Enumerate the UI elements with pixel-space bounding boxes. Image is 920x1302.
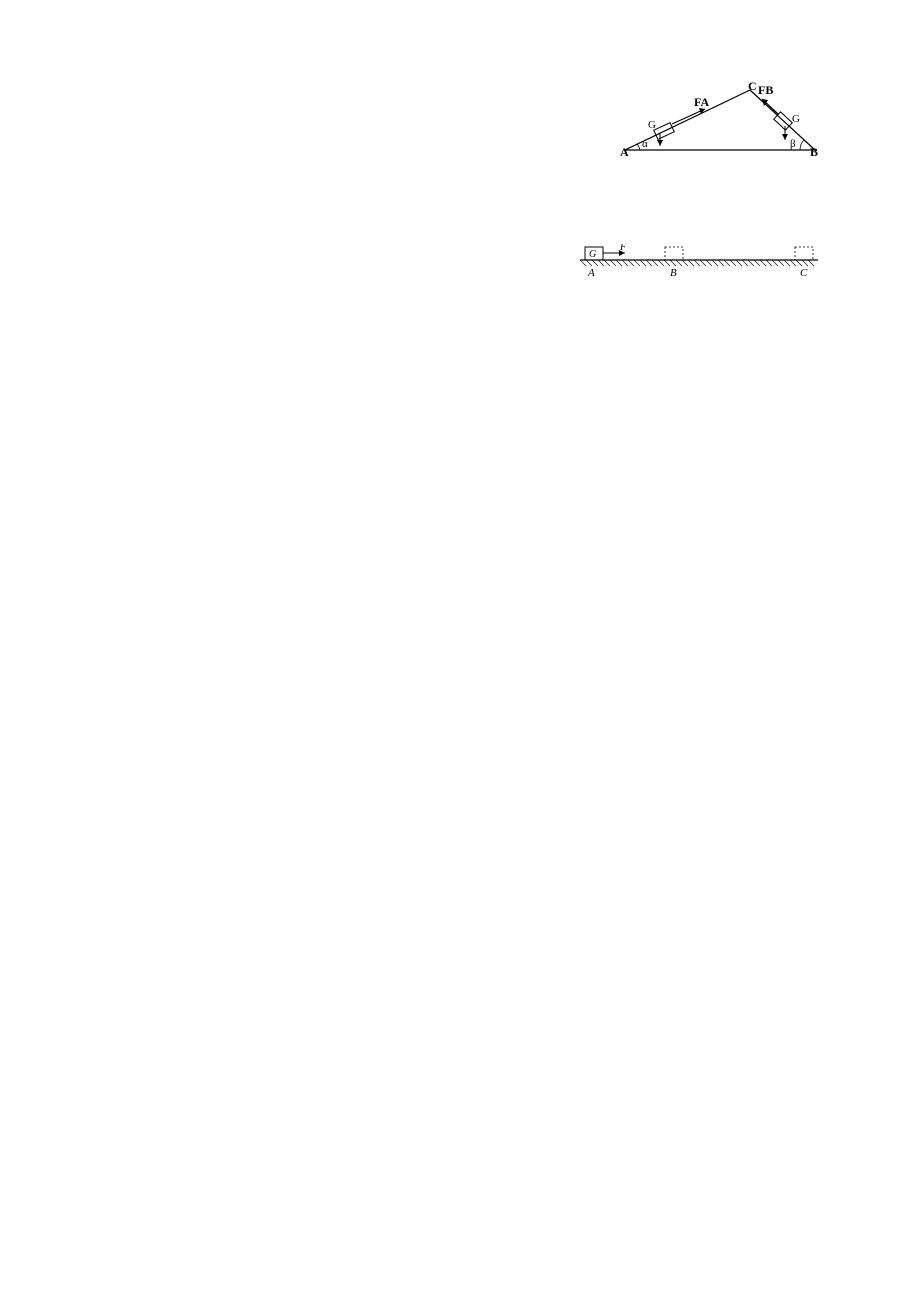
svg-text:A: A — [620, 145, 629, 157]
q12-figure: G F A B C — [580, 244, 820, 280]
svg-text:G: G — [792, 113, 800, 125]
svg-text:B: B — [810, 145, 818, 157]
svg-text:G: G — [589, 249, 596, 260]
svg-text:β: β — [790, 138, 796, 150]
svg-text:F: F — [619, 244, 627, 253]
svg-text:FA: FA — [694, 95, 709, 109]
svg-text:C: C — [748, 82, 757, 93]
svg-text:B: B — [670, 267, 677, 279]
svg-text:G: G — [648, 119, 656, 131]
svg-text:A: A — [587, 267, 595, 279]
svg-text:FB: FB — [758, 83, 773, 97]
svg-text:α: α — [642, 138, 648, 150]
q7-figure: C A B FA FB G G α β — [620, 82, 820, 152]
svg-text:C: C — [800, 267, 808, 279]
